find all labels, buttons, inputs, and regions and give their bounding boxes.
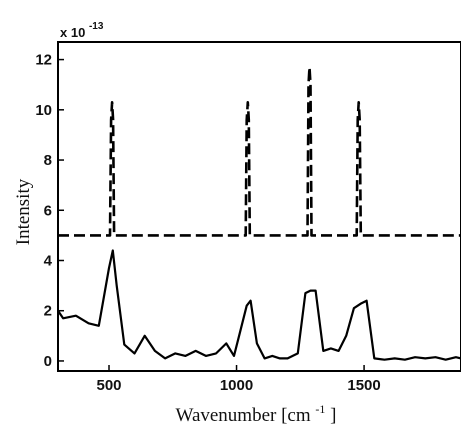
series-line-1 (58, 65, 461, 237)
x-axis-label: Wavenumber [cm -1 ] (176, 397, 337, 426)
x-axis-label-end: ] (330, 405, 336, 426)
y-tick-label: 4 (44, 252, 53, 269)
y-multiplier-label: x 10 -13 (60, 21, 104, 40)
y-multiplier-exponent: -13 (89, 21, 104, 32)
y-tick-label: 10 (35, 102, 52, 119)
x-axis-label-exponent: -1 (315, 402, 325, 416)
y-axis-label: Intensity (13, 178, 34, 245)
series-line-2 (57, 249, 461, 361)
x-tick-label: 1500 (347, 377, 380, 394)
x-tick-label: 500 (96, 377, 121, 394)
x-tick-label: 1000 (220, 377, 253, 394)
ticks-layer: 0 2 4 6 8 10 12 500 1000 1500 (35, 52, 380, 394)
y-tick-label: 8 (44, 152, 52, 169)
plot-frame (57, 41, 461, 372)
y-tick-label: 0 (44, 353, 52, 370)
y-tick-label: 2 (44, 303, 52, 320)
y-multiplier-base: x 10 (60, 25, 85, 40)
y-tick-label: 12 (35, 52, 52, 69)
x-axis-label-base: Wavenumber [cm (176, 405, 311, 426)
y-tick-label: 6 (44, 202, 52, 219)
series-layer (57, 65, 461, 361)
